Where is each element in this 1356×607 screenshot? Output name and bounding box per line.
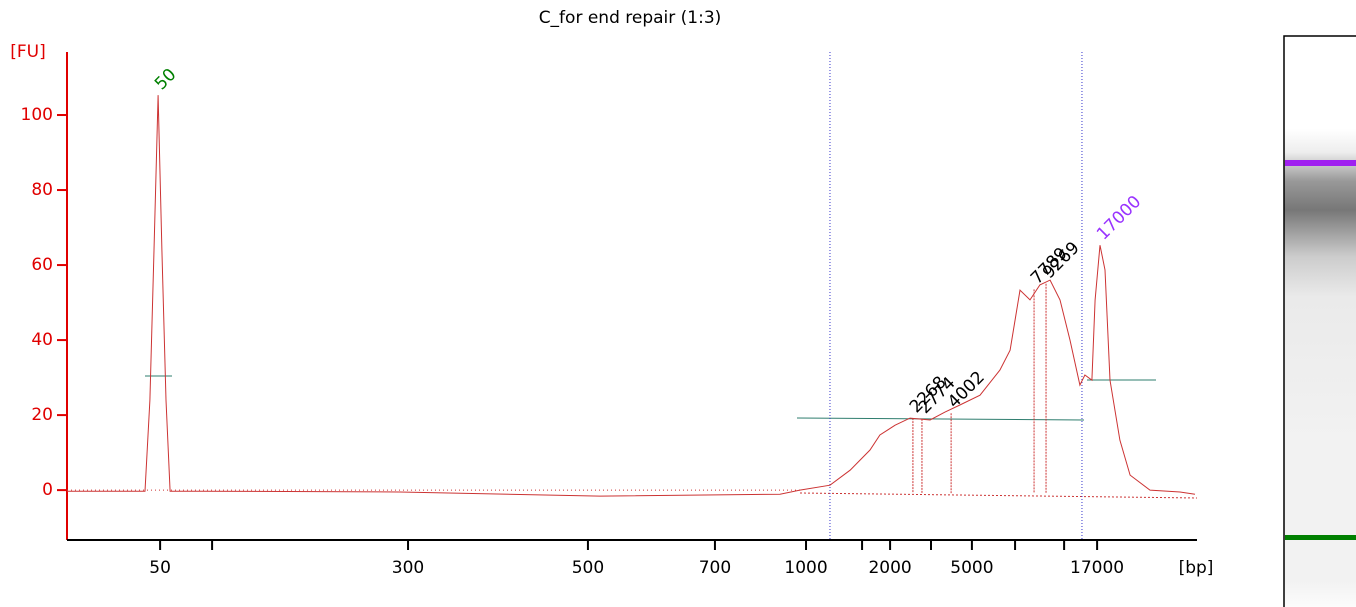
x-tick-label: 300 — [392, 558, 424, 578]
x-axis-label: [bp] — [1179, 558, 1214, 578]
peak-label: 17000 — [1093, 192, 1145, 244]
y-tick-label: 0 — [42, 480, 53, 500]
x-tick-label: 500 — [572, 558, 604, 578]
x-tick-label: 17000 — [1070, 558, 1124, 578]
peak-label: 50 — [151, 65, 180, 94]
peak-baseline — [799, 492, 1198, 499]
x-tick-label: 50 — [149, 558, 171, 578]
baseline-markers — [145, 375, 1156, 421]
y-tick-label: 20 — [31, 405, 53, 425]
gel-lane — [1283, 35, 1356, 607]
x-tick-label: 700 — [699, 558, 731, 578]
upper-marker-band — [1285, 160, 1356, 166]
baseline-marker — [796, 417, 1085, 421]
y-tick-label: 80 — [31, 180, 53, 200]
gel-background — [1283, 35, 1356, 607]
x-tick-label: 1000 — [784, 558, 827, 578]
lower-marker-band — [1285, 535, 1356, 540]
x-tick-label: 2000 — [868, 558, 911, 578]
chart-title: C_for end repair (1:3) — [539, 8, 722, 28]
trace — [67, 95, 1196, 497]
y-tick-label: 60 — [31, 255, 53, 275]
y-tick-label: 100 — [21, 105, 53, 125]
y-tick-label: 40 — [31, 330, 53, 350]
x-tick-label: 5000 — [950, 558, 993, 578]
y-axis-label: [FU] — [10, 42, 46, 62]
